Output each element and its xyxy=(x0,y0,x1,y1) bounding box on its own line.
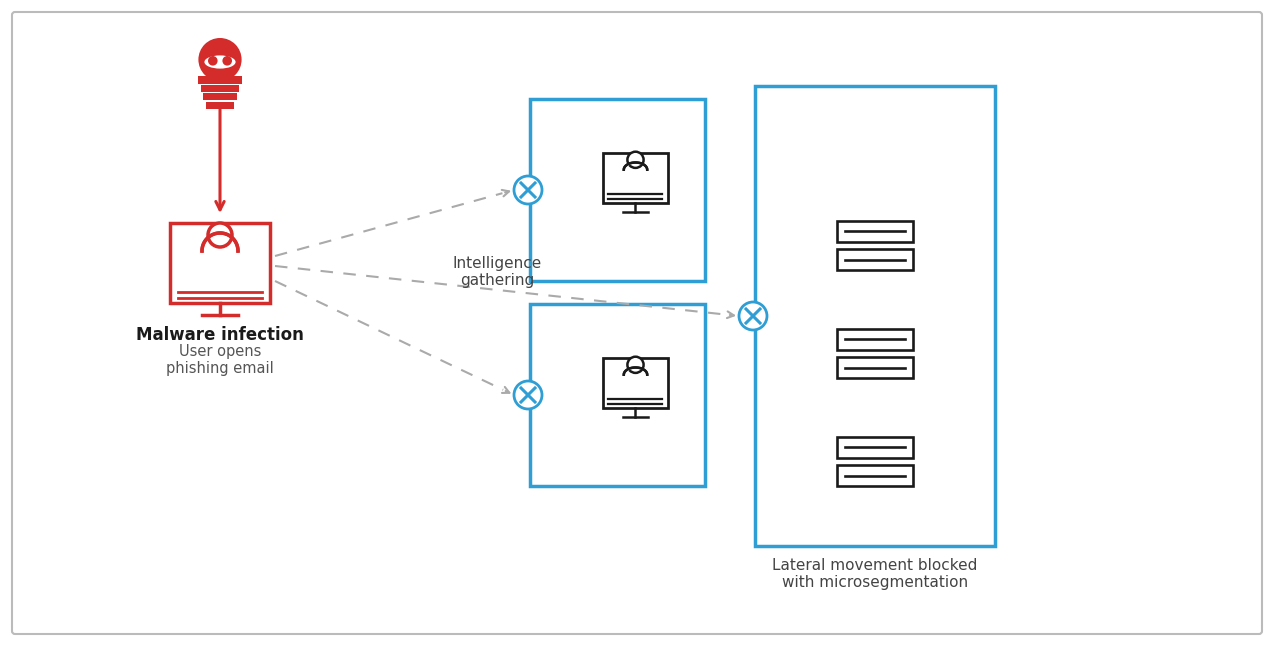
Circle shape xyxy=(208,223,232,247)
Circle shape xyxy=(223,56,232,66)
Circle shape xyxy=(513,381,541,409)
Text: User opens
phishing email: User opens phishing email xyxy=(166,344,274,377)
Bar xyxy=(837,357,913,378)
Bar xyxy=(199,76,242,83)
Bar xyxy=(203,93,237,100)
Bar xyxy=(530,304,705,486)
Circle shape xyxy=(739,302,767,330)
Circle shape xyxy=(627,152,643,168)
Circle shape xyxy=(208,56,218,66)
Bar xyxy=(837,329,913,349)
Ellipse shape xyxy=(204,56,236,68)
Bar xyxy=(837,220,913,242)
Bar xyxy=(837,249,913,270)
Circle shape xyxy=(627,357,643,373)
Bar xyxy=(837,465,913,486)
Bar xyxy=(755,86,995,546)
Text: Malware infection: Malware infection xyxy=(136,326,304,344)
Bar xyxy=(837,437,913,458)
Bar xyxy=(205,101,234,109)
Bar xyxy=(603,358,668,408)
Bar xyxy=(603,152,668,203)
Text: Intelligence
gathering: Intelligence gathering xyxy=(452,256,541,288)
Circle shape xyxy=(513,176,541,204)
Text: Lateral movement blocked
with microsegmentation: Lateral movement blocked with microsegme… xyxy=(772,558,977,590)
FancyBboxPatch shape xyxy=(11,12,1263,634)
Circle shape xyxy=(199,38,242,81)
Bar xyxy=(201,85,240,92)
Bar xyxy=(169,223,270,303)
Bar xyxy=(530,99,705,281)
